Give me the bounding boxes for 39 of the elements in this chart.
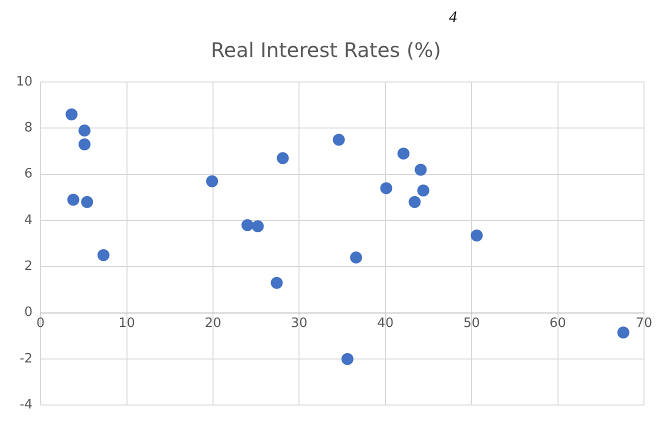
- y-tick-label: 6: [24, 166, 33, 182]
- point: [206, 175, 218, 188]
- point: [417, 184, 430, 197]
- point: [66, 108, 78, 120]
- x-tick-label: 20: [204, 316, 222, 332]
- point: [350, 251, 362, 264]
- y-tick-label: 10: [16, 74, 33, 90]
- point: [81, 196, 94, 208]
- point: [470, 230, 483, 242]
- x-tick-label: 70: [636, 316, 652, 332]
- point: [252, 220, 264, 232]
- x-tick-label: 10: [118, 316, 136, 332]
- point: [408, 196, 421, 208]
- point: [97, 249, 110, 262]
- point: [332, 134, 345, 146]
- point: [341, 353, 354, 366]
- point: [270, 276, 283, 289]
- y-tick-label: -4: [20, 398, 33, 413]
- y-tick-label: -2: [20, 351, 33, 366]
- x-tick-label: 50: [463, 316, 480, 332]
- point: [617, 326, 630, 338]
- y-tick-label: 2: [24, 259, 33, 274]
- x-tick-label: 0: [36, 316, 45, 332]
- x-tick-label: 30: [290, 316, 308, 332]
- point: [78, 124, 91, 136]
- point: [241, 219, 254, 232]
- point: [397, 148, 410, 160]
- y-tick-label: 0: [24, 305, 33, 320]
- point: [276, 152, 289, 164]
- point: [67, 194, 80, 206]
- text: 4: [449, 9, 457, 26]
- point: [380, 182, 392, 194]
- chart-title: Real Interest Rates (%): [210, 38, 442, 62]
- x-tick-label: 60: [550, 316, 566, 332]
- y-tick-label: 8: [24, 120, 33, 136]
- point: [414, 164, 427, 176]
- point: [78, 138, 91, 150]
- x-tick-label: 40: [377, 316, 394, 332]
- y-tick-label: 4: [24, 212, 33, 228]
